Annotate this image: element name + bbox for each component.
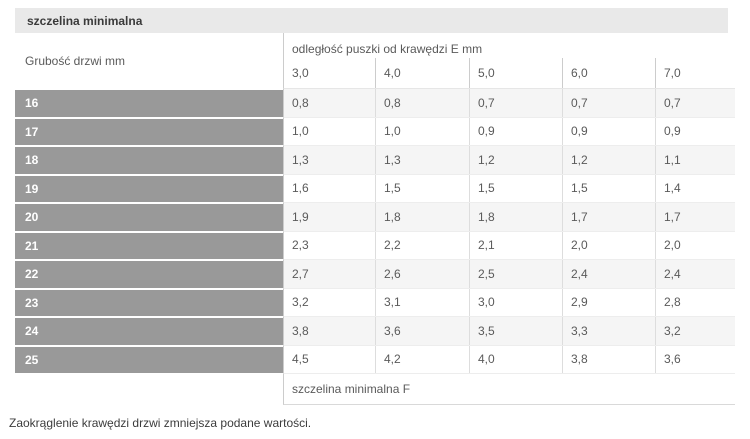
data-cell: 0,7 <box>655 89 735 117</box>
data-cell: 2,2 <box>375 231 469 259</box>
data-cell: 1,5 <box>469 174 562 202</box>
row-cells: 1,3 1,3 1,2 1,2 1,1 <box>283 146 735 175</box>
table-title-bar: szczelina minimalna <box>15 8 728 33</box>
data-cell: 1,8 <box>469 203 562 231</box>
data-cell: 4,2 <box>375 345 469 373</box>
table-row: 24 3,8 3,6 3,5 3,3 3,2 <box>15 317 735 346</box>
data-cell: 1,3 <box>375 146 469 174</box>
data-cell: 3,8 <box>562 345 655 373</box>
row-header: 25 <box>15 345 283 374</box>
col-header: 4,0 <box>375 58 469 88</box>
table-row: 19 1,6 1,5 1,5 1,5 1,4 <box>15 174 735 203</box>
row-header: 16 <box>15 89 283 118</box>
row-header: 21 <box>15 231 283 260</box>
row-header: 19 <box>15 174 283 203</box>
data-cell: 1,4 <box>655 174 735 202</box>
data-cell: 3,1 <box>375 288 469 316</box>
data-cell: 2,4 <box>562 260 655 288</box>
data-cell: 1,1 <box>655 146 735 174</box>
data-cell: 2,7 <box>292 266 309 281</box>
data-cell: 4,5 <box>292 352 309 367</box>
data-cell: 1,6 <box>292 181 309 196</box>
data-cell: 1,0 <box>375 117 469 145</box>
data-cell: 0,7 <box>562 89 655 117</box>
row-cells: 1,0 1,0 0,9 0,9 0,9 <box>283 117 735 146</box>
data-cell: 1,5 <box>562 174 655 202</box>
data-cell: 3,2 <box>292 295 309 310</box>
data-cell: 2,6 <box>375 260 469 288</box>
min-gap-table: Grubość drzwi mm odległość puszki od kra… <box>15 33 735 405</box>
footer-spacer <box>15 374 283 405</box>
row-cells: 1,9 1,8 1,8 1,7 1,7 <box>283 203 735 232</box>
data-cell: 1,5 <box>375 174 469 202</box>
row-header: 18 <box>15 146 283 175</box>
column-header-group: odległość puszki od krawędzi E mm 3,0 4,0… <box>283 33 735 89</box>
data-cell: 3,2 <box>655 317 735 345</box>
data-cell: 1,8 <box>375 203 469 231</box>
table-body: 16 0,8 0,8 0,7 0,7 0,7 17 1,0 1,0 0,9 0,9 0,9 18 1,3 1… <box>15 89 735 374</box>
data-cell: 2,0 <box>562 231 655 259</box>
data-cell: 1,9 <box>292 209 309 224</box>
data-cell: 3,3 <box>562 317 655 345</box>
row-header: 17 <box>15 117 283 146</box>
table-row: 22 2,7 2,6 2,5 2,4 2,4 <box>15 260 735 289</box>
data-cell: 2,1 <box>469 231 562 259</box>
data-cell: 2,4 <box>655 260 735 288</box>
col-header: 6,0 <box>562 58 655 88</box>
data-cell: 2,9 <box>562 288 655 316</box>
table-row: 25 4,5 4,2 4,0 3,8 3,6 <box>15 345 735 374</box>
col-header: 7,0 <box>655 58 735 88</box>
data-cell: 1,0 <box>292 124 309 139</box>
data-cell: 3,8 <box>292 323 309 338</box>
table-footer-label: szczelina minimalna F <box>283 374 735 405</box>
col-header-row: 3,0 4,0 5,0 6,0 7,0 <box>284 58 735 88</box>
table-row: 21 2,3 2,2 2,1 2,0 2,0 <box>15 231 735 260</box>
row-cells: 2,7 2,6 2,5 2,4 2,4 <box>283 260 735 289</box>
data-cell: 0,8 <box>292 95 309 110</box>
data-cell: 3,6 <box>375 317 469 345</box>
row-cells: 0,8 0,8 0,7 0,7 0,7 <box>283 89 735 118</box>
data-cell: 1,3 <box>292 152 309 167</box>
data-cell: 3,5 <box>469 317 562 345</box>
row-axis-label: Grubość drzwi mm <box>25 54 126 68</box>
data-cell: 1,2 <box>469 146 562 174</box>
footnote: Zaokrąglenie krawędzi drzwi zmniejsza po… <box>9 416 312 430</box>
data-cell: 1,7 <box>655 203 735 231</box>
data-cell: 3,0 <box>469 288 562 316</box>
row-header: 24 <box>15 317 283 346</box>
data-cell: 0,8 <box>375 89 469 117</box>
row-header: 23 <box>15 288 283 317</box>
table-row: 23 3,2 3,1 3,0 2,9 2,8 <box>15 288 735 317</box>
row-header: 22 <box>15 260 283 289</box>
row-cells: 1,6 1,5 1,5 1,5 1,4 <box>283 174 735 203</box>
data-cell: 4,0 <box>469 345 562 373</box>
col-header: 3,0 <box>292 66 309 80</box>
data-cell: 2,8 <box>655 288 735 316</box>
data-cell: 2,5 <box>469 260 562 288</box>
data-cell: 3,6 <box>655 345 735 373</box>
row-cells: 2,3 2,2 2,1 2,0 2,0 <box>283 231 735 260</box>
data-cell: 2,3 <box>292 238 309 253</box>
data-cell: 0,9 <box>562 117 655 145</box>
table-row: 16 0,8 0,8 0,7 0,7 0,7 <box>15 89 735 118</box>
data-cell: 0,7 <box>469 89 562 117</box>
data-cell: 2,0 <box>655 231 735 259</box>
data-cell: 0,9 <box>469 117 562 145</box>
data-cell: 1,7 <box>562 203 655 231</box>
table-header-row: Grubość drzwi mm odległość puszki od kra… <box>15 33 735 89</box>
col-axis-label: odległość puszki od krawędzi E mm <box>292 42 483 56</box>
row-cells: 3,2 3,1 3,0 2,9 2,8 <box>283 288 735 317</box>
data-cell: 1,2 <box>562 146 655 174</box>
row-header: 20 <box>15 203 283 232</box>
col-header: 5,0 <box>469 58 562 88</box>
table-row: 20 1,9 1,8 1,8 1,7 1,7 <box>15 203 735 232</box>
table-footer-row: szczelina minimalna F <box>15 374 735 405</box>
row-cells: 3,8 3,6 3,5 3,3 3,2 <box>283 317 735 346</box>
table-row: 18 1,3 1,3 1,2 1,2 1,1 <box>15 146 735 175</box>
row-cells: 4,5 4,2 4,0 3,8 3,6 <box>283 345 735 374</box>
data-cell: 0,9 <box>655 117 735 145</box>
table-row: 17 1,0 1,0 0,9 0,9 0,9 <box>15 117 735 146</box>
